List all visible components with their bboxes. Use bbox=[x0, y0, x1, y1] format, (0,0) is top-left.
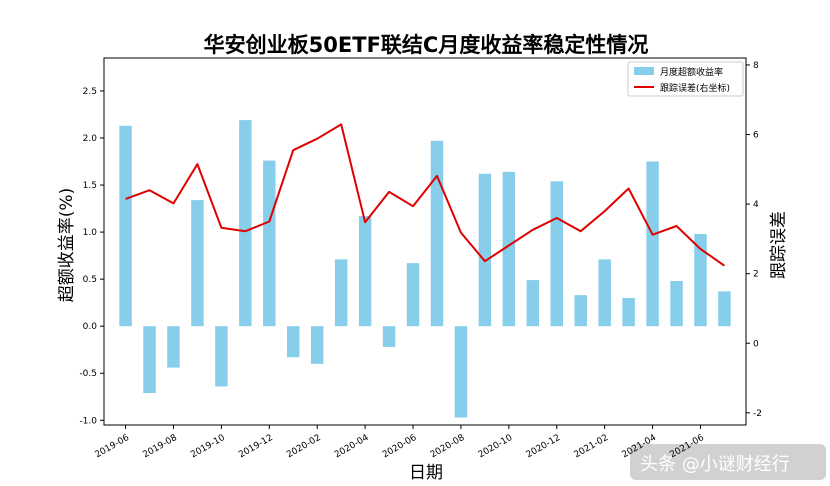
y-axis-title: 超额收益率(%) bbox=[57, 188, 77, 302]
x-axis-title: 日期 bbox=[409, 463, 443, 483]
bar bbox=[191, 200, 204, 327]
y-tick-label: -0.5 bbox=[79, 369, 97, 379]
bar bbox=[119, 125, 132, 327]
legend-swatch-bar bbox=[634, 67, 654, 75]
bar bbox=[478, 173, 492, 327]
bar bbox=[263, 160, 276, 327]
chart-title: 华安创业板50ETF联结C月度收益率稳定性情况 bbox=[204, 33, 649, 57]
bar bbox=[287, 326, 300, 358]
bar bbox=[215, 326, 228, 387]
x-tick-label: 2021-02 bbox=[573, 433, 611, 460]
bar bbox=[670, 281, 683, 327]
y-tick-label: 1.0 bbox=[83, 228, 98, 238]
bar bbox=[502, 171, 516, 327]
x-tick-label: 2019-06 bbox=[93, 433, 131, 461]
y-tick-label: 1.5 bbox=[83, 181, 97, 191]
x-tick-label: 2020-10 bbox=[477, 433, 515, 461]
bar bbox=[718, 291, 731, 327]
tracking-error-line bbox=[125, 123, 725, 267]
legend-box bbox=[627, 61, 744, 97]
y2-tick-label: -2 bbox=[753, 409, 762, 419]
y-tick-label: 2.5 bbox=[83, 87, 97, 97]
y-tick-label: 2.0 bbox=[83, 134, 98, 144]
bar bbox=[143, 326, 156, 394]
bar bbox=[454, 326, 468, 418]
y2-tick-label: 2 bbox=[753, 270, 759, 280]
bar bbox=[358, 216, 372, 327]
y-tick-label: 0.5 bbox=[83, 275, 97, 285]
x-tick-label: 2020-06 bbox=[381, 433, 419, 461]
y2-axis-title: 跟踪误差 bbox=[769, 211, 789, 279]
y2-tick-label: 0 bbox=[753, 339, 759, 349]
bar bbox=[310, 326, 324, 364]
plot-area: -1.0 -0.5 0.0 0.5 1.0 1.5 2.0 2.5 -2 0 2 4 6 8 2019-06… bbox=[79, 57, 762, 461]
x-tick-label: 2019-12 bbox=[237, 433, 275, 460]
y-tick-label: -1.0 bbox=[79, 416, 97, 426]
x-tick-label: 2020-02 bbox=[285, 433, 323, 460]
watermark: 头条 @小谜财经行 bbox=[630, 444, 826, 480]
bar bbox=[334, 259, 348, 327]
x-tick-label: 2020-12 bbox=[525, 433, 563, 460]
bar bbox=[382, 326, 396, 347]
x-tick-label: 2019-10 bbox=[189, 433, 227, 461]
bar bbox=[167, 326, 180, 368]
bar bbox=[574, 295, 587, 327]
x-tick-label: 2019-08 bbox=[141, 433, 179, 461]
y2-tick-label: 6 bbox=[753, 131, 759, 141]
legend-label-line: 跟踪误差(右坐标) bbox=[660, 82, 730, 94]
bar bbox=[598, 259, 611, 327]
bar bbox=[526, 280, 540, 327]
bar bbox=[550, 181, 563, 327]
legend-label-bar: 月度超额收益率 bbox=[660, 66, 723, 78]
legend: 月度超额收益率 跟踪误差(右坐标) bbox=[627, 61, 744, 97]
x-tick-label: 2020-08 bbox=[429, 433, 467, 461]
y-tick-label: 0.0 bbox=[83, 322, 98, 332]
plot-frame bbox=[103, 57, 747, 426]
watermark-shadow bbox=[630, 444, 826, 480]
bar bbox=[694, 233, 707, 327]
y2-tick-label: 4 bbox=[753, 200, 759, 210]
x-tick-label: 2020-04 bbox=[333, 433, 371, 461]
y2-tick-label: 8 bbox=[753, 61, 759, 71]
bar bbox=[430, 140, 444, 327]
bar bbox=[239, 120, 252, 327]
bar bbox=[406, 263, 420, 327]
bar bbox=[646, 161, 659, 327]
bar bbox=[622, 297, 635, 327]
watermark-text: 头条 @小谜财经行 bbox=[640, 454, 790, 475]
